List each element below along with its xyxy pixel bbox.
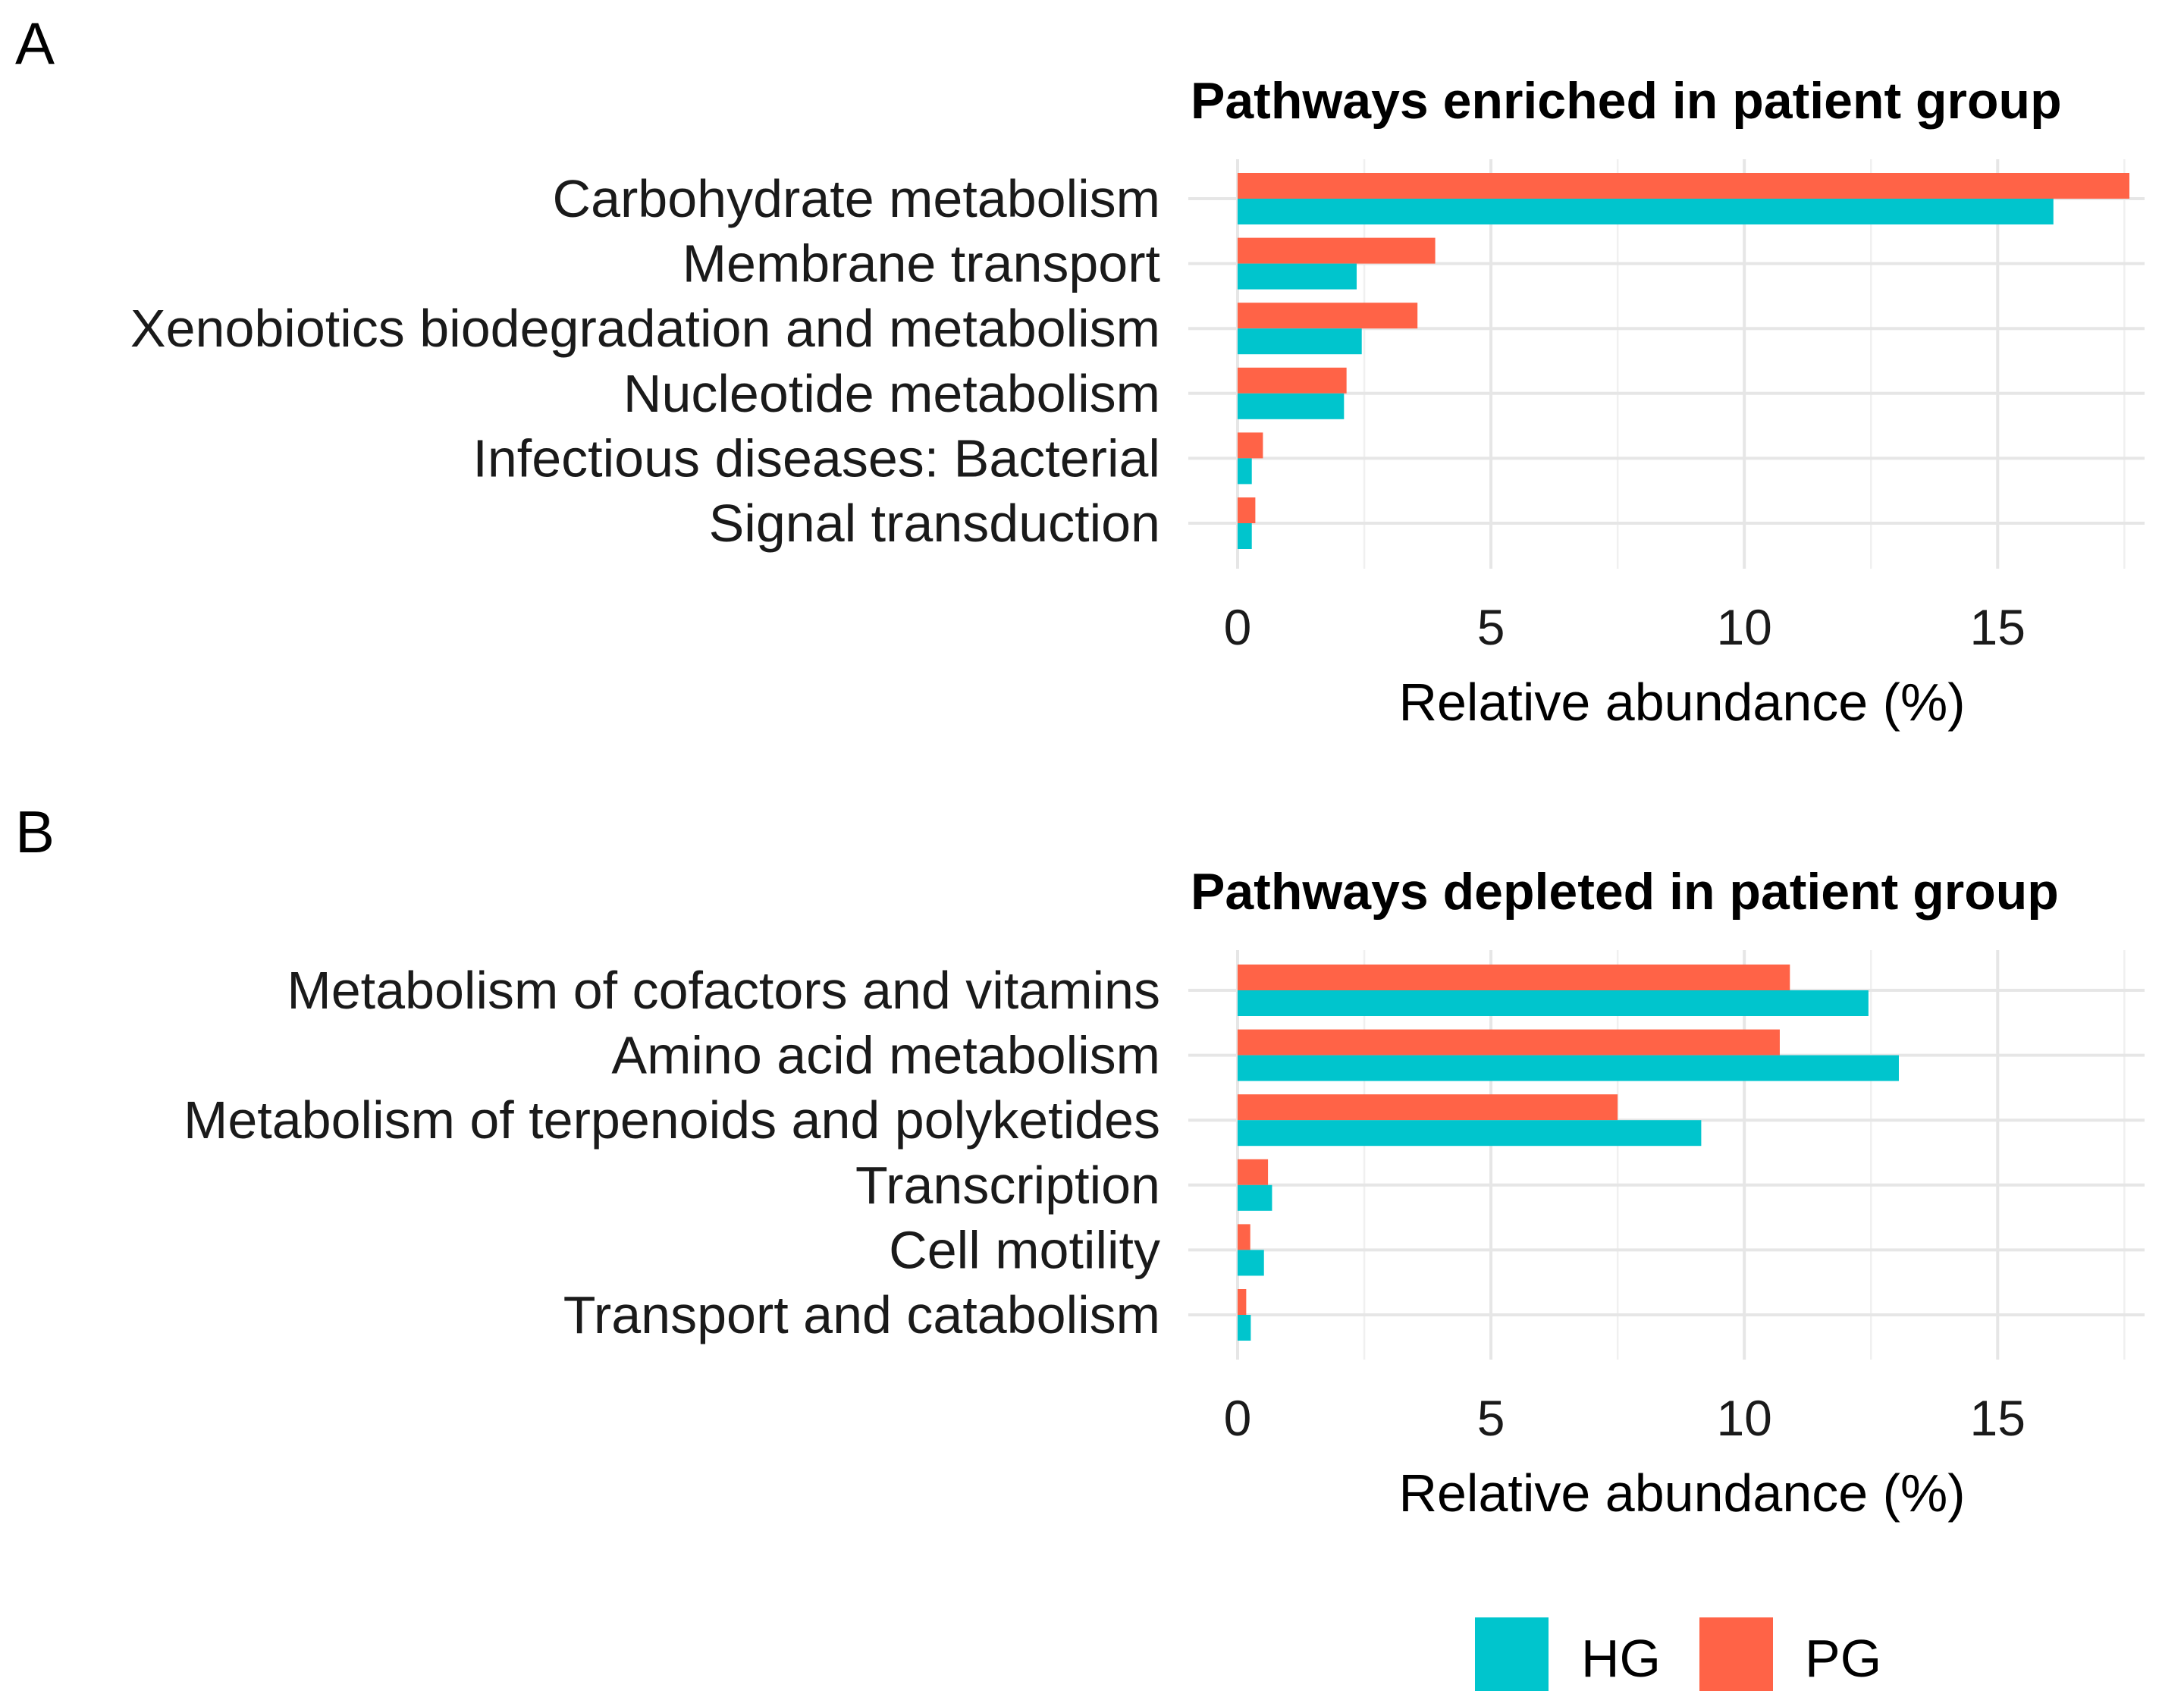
legend: HG PG — [1475, 1617, 1881, 1691]
bar-pg — [1238, 1029, 1780, 1056]
panel-b-x-axis-title: Relative abundance (%) — [1398, 1463, 1965, 1523]
category-label: Amino acid metabolism — [611, 1026, 1160, 1085]
bar-hg — [1238, 523, 1252, 549]
panel-b-title: Pathways depleted in patient group — [1191, 863, 2059, 921]
bar-pg — [1238, 303, 1418, 329]
x-tick-label: 0 — [1224, 1390, 1252, 1446]
x-tick-label: 10 — [1716, 1390, 1771, 1446]
bar-pg — [1238, 1159, 1269, 1185]
bar-hg — [1238, 263, 1357, 290]
bar-pg — [1238, 497, 1256, 523]
category-label: Membrane transport — [682, 234, 1160, 293]
bar-pg — [1238, 1224, 1250, 1250]
panel-b: B Pathways depleted in patient group Met… — [15, 798, 2145, 1523]
panel-a-category-labels: Carbohydrate metabolism Membrane transpor… — [130, 169, 1160, 553]
panel-a: A Pathways enriched in patient group Car… — [15, 10, 2145, 732]
category-label: Infectious diseases: Bacterial — [472, 428, 1160, 488]
bar-pg — [1238, 173, 2129, 199]
panel-b-letter: B — [15, 798, 55, 865]
bar-pg — [1238, 1094, 1618, 1121]
legend-label-pg: PG — [1805, 1629, 1881, 1688]
x-tick-label: 10 — [1716, 599, 1771, 655]
panel-b-x-ticks: 0 5 10 15 — [1224, 1390, 2026, 1446]
x-tick-label: 15 — [1970, 1390, 2026, 1446]
bar-hg — [1238, 393, 1345, 419]
legend-swatch-hg — [1475, 1617, 1549, 1691]
category-label: Metabolism of cofactors and vitamins — [287, 961, 1160, 1020]
bar-hg — [1238, 458, 1252, 485]
x-tick-label: 0 — [1224, 599, 1252, 655]
category-label: Transcription — [855, 1156, 1160, 1215]
category-label: Nucleotide metabolism — [623, 364, 1160, 423]
x-tick-label: 15 — [1970, 599, 2026, 655]
category-label: Cell motility — [889, 1220, 1160, 1279]
category-label: Carbohydrate metabolism — [553, 169, 1160, 228]
bar-hg — [1238, 1250, 1264, 1276]
legend-label-hg: HG — [1581, 1629, 1661, 1688]
panel-a-x-ticks: 0 5 10 15 — [1224, 599, 2026, 655]
bar-pg — [1238, 1289, 1247, 1315]
panel-a-letter: A — [15, 10, 55, 77]
panel-a-title: Pathways enriched in patient group — [1191, 72, 2062, 130]
bar-hg — [1238, 328, 1362, 355]
bar-pg — [1238, 367, 1347, 394]
panel-a-x-axis-title: Relative abundance (%) — [1398, 673, 1965, 732]
category-label: Transport and catabolism — [563, 1285, 1160, 1344]
bar-pg — [1238, 432, 1263, 459]
legend-swatch-pg — [1699, 1617, 1773, 1691]
panel-b-bars — [1238, 965, 1899, 1341]
bar-hg — [1238, 1055, 1899, 1081]
x-tick-label: 5 — [1477, 1390, 1505, 1446]
category-label: Metabolism of terpenoids and polyketides — [184, 1090, 1160, 1150]
category-label: Xenobiotics biodegradation and metabolis… — [130, 299, 1160, 358]
bar-pg — [1238, 237, 1436, 264]
bar-hg — [1238, 199, 2054, 224]
x-tick-label: 5 — [1477, 599, 1505, 655]
bar-hg — [1238, 990, 1869, 1016]
category-label: Signal transduction — [709, 494, 1160, 553]
panel-b-category-labels: Metabolism of cofactors and vitamins Amin… — [184, 961, 1160, 1344]
bar-hg — [1238, 1120, 1702, 1147]
bar-pg — [1238, 965, 1790, 990]
bar-hg — [1238, 1315, 1251, 1341]
bar-hg — [1238, 1184, 1272, 1211]
panel-a-bars — [1238, 173, 2129, 549]
